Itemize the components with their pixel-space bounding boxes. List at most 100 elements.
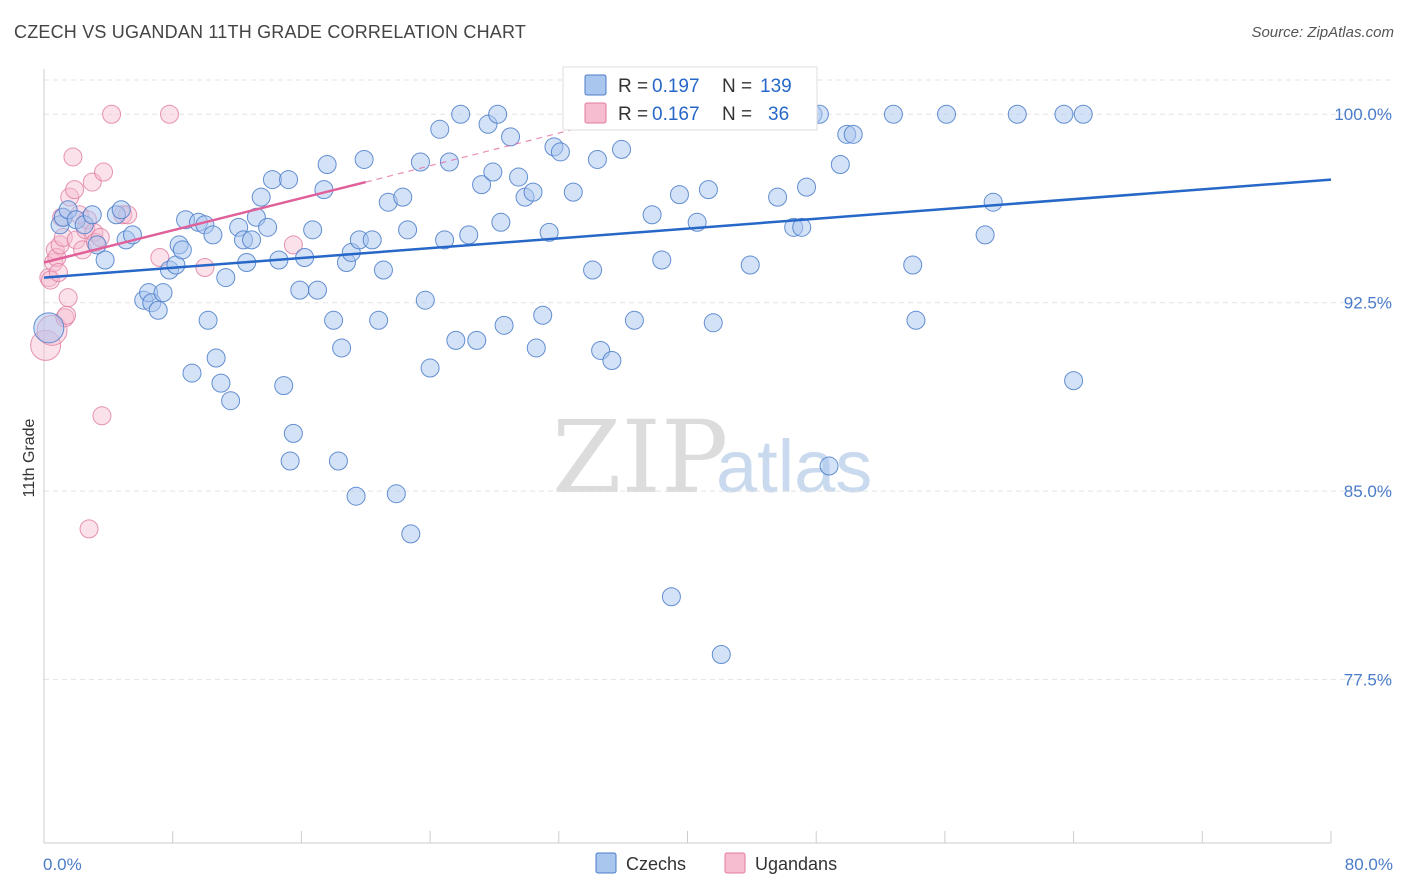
- ugandan-n-value: 36: [768, 104, 789, 125]
- czech-point: [290, 280, 310, 300]
- czech-point: [612, 139, 632, 159]
- czech-point: [280, 451, 300, 471]
- czech-point: [172, 240, 192, 260]
- czech-point: [523, 182, 543, 202]
- czech-point: [314, 180, 334, 200]
- czech-point: [975, 225, 995, 245]
- czech-point: [792, 217, 812, 237]
- czech-point: [1064, 371, 1084, 391]
- czech-point: [533, 305, 553, 325]
- x-tick-label-max: 80.0%: [1345, 855, 1393, 874]
- czech-point: [317, 154, 337, 174]
- source-label: Source: ZipAtlas.com: [1251, 24, 1394, 41]
- czech-point: [95, 250, 115, 270]
- czech-point: [483, 162, 503, 182]
- czech-point: [451, 104, 471, 124]
- ugandan-point: [63, 147, 83, 167]
- czech-point: [488, 104, 508, 124]
- ugandan-point: [92, 406, 112, 426]
- czech-n-value: 139: [760, 76, 792, 97]
- ugandan-point: [283, 235, 303, 255]
- czech-point: [398, 220, 418, 240]
- czech-point: [354, 149, 374, 169]
- czech-point: [251, 187, 271, 207]
- czech-point: [82, 205, 102, 225]
- czech-point: [211, 373, 231, 393]
- czech-point: [373, 260, 393, 280]
- czech-point: [583, 260, 603, 280]
- ugandans-legend-swatch: [724, 852, 746, 874]
- ugandan-trend-line: [43, 180, 367, 264]
- czech-point: [1073, 104, 1093, 124]
- czech-point: [328, 451, 348, 471]
- czech-point: [206, 348, 226, 368]
- czech-point: [262, 170, 282, 190]
- watermark-zip: ZIP: [552, 399, 728, 516]
- ugandan-point: [102, 104, 122, 124]
- czech-point: [711, 645, 731, 665]
- x-tick-label-min: 0.0%: [43, 855, 82, 874]
- czech-point: [274, 376, 294, 396]
- czechs-legend-label: Czechs: [626, 854, 686, 874]
- watermark: ZIP atlas: [552, 399, 872, 516]
- y-axis-label: 11th Grade: [21, 418, 38, 497]
- czech-point: [283, 423, 303, 443]
- czech-point: [509, 167, 529, 187]
- czech-point: [698, 180, 718, 200]
- czech-point: [393, 187, 413, 207]
- czech-point: [111, 200, 131, 220]
- czech-point: [33, 312, 65, 344]
- czech-point: [937, 104, 957, 124]
- czech-point: [539, 222, 559, 242]
- czech-point: [768, 187, 788, 207]
- y-tick-label: 100.0%: [1334, 105, 1392, 124]
- axes: [43, 69, 1332, 844]
- czech-point: [526, 338, 546, 358]
- ugandan-point: [79, 519, 99, 539]
- czech-point: [624, 310, 644, 330]
- czech-point: [410, 152, 430, 172]
- czech-r-label: R =: [618, 76, 648, 97]
- watermark-atlas: atlas: [716, 425, 872, 508]
- gridlines: [44, 79, 1392, 681]
- czech-point: [198, 310, 218, 330]
- czech-point: [439, 152, 459, 172]
- czech-legend-swatch: [584, 74, 607, 96]
- stats-legend: R = 0.197 N = 139 R = 0.167 N = 36: [562, 66, 818, 131]
- czech-point: [346, 486, 366, 506]
- czech-point: [797, 177, 817, 197]
- czech-point: [563, 182, 583, 202]
- czech-r-value: 0.197: [652, 76, 700, 97]
- czech-point: [362, 230, 382, 250]
- czech-point: [906, 310, 926, 330]
- czech-point: [415, 290, 435, 310]
- czech-point: [652, 250, 672, 270]
- ugandan-point: [58, 288, 78, 308]
- czech-point: [602, 351, 622, 371]
- czech-point: [501, 127, 521, 147]
- y-tick-label: 92.5%: [1344, 294, 1392, 313]
- czech-point: [401, 524, 421, 544]
- czech-point: [420, 358, 440, 378]
- czech-point: [883, 104, 903, 124]
- czech-n-label: N =: [722, 76, 752, 97]
- czech-trend-line: [43, 178, 1332, 279]
- y-tick-label: 77.5%: [1344, 671, 1392, 690]
- ugandan-point: [65, 180, 85, 200]
- czech-point: [324, 310, 344, 330]
- ugandan-point: [94, 162, 114, 182]
- czech-point: [307, 280, 327, 300]
- czech-point: [446, 330, 466, 350]
- czech-point: [332, 338, 352, 358]
- ugandan-legend-swatch: [584, 102, 607, 124]
- czech-point: [386, 484, 406, 504]
- czech-point: [459, 225, 479, 245]
- czech-point: [587, 149, 607, 169]
- czech-point: [203, 225, 223, 245]
- ugandan-n-label: N =: [722, 104, 752, 125]
- czech-point: [494, 315, 514, 335]
- czech-point: [279, 170, 299, 190]
- ugandan-point: [195, 258, 215, 278]
- czech-point: [843, 124, 863, 144]
- czech-point: [242, 230, 262, 250]
